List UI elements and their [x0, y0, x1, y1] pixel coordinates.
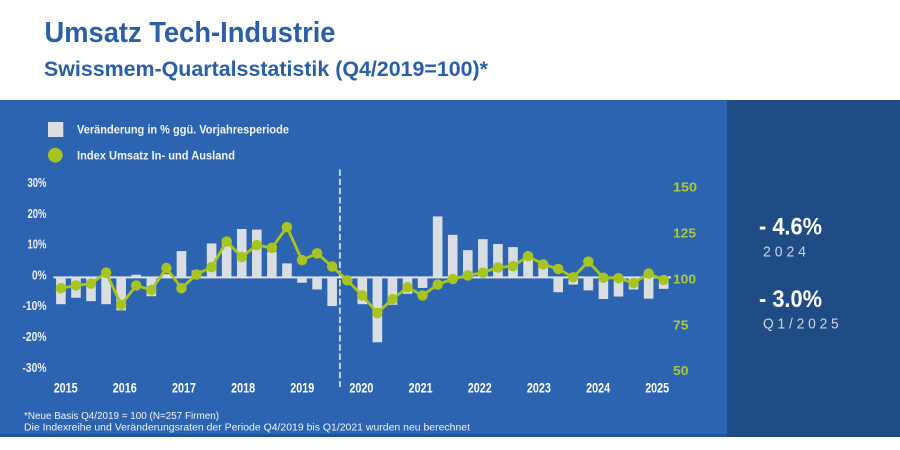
- svg-text:2021: 2021: [409, 381, 433, 396]
- svg-text:75: 75: [673, 318, 689, 332]
- svg-text:2015: 2015: [54, 381, 78, 396]
- svg-text:Die Indexreihe und Veränderung: Die Indexreihe und Veränderungsraten der…: [24, 423, 470, 434]
- svg-text:2017: 2017: [172, 381, 196, 396]
- svg-text:Swissmem-Quartalsstatistik (Q4: Swissmem-Quartalsstatistik (Q4/2019=100)…: [44, 58, 489, 81]
- svg-text:125: 125: [673, 227, 696, 241]
- svg-text:-20%: -20%: [23, 330, 47, 344]
- svg-text:150: 150: [673, 181, 697, 195]
- svg-text:2024: 2024: [586, 381, 610, 396]
- svg-text:2016: 2016: [113, 381, 137, 396]
- svg-text:2022: 2022: [468, 381, 492, 396]
- svg-text:2020: 2020: [349, 381, 373, 396]
- svg-text:Q 1 / 2 0 2 5: Q 1 / 2 0 2 5: [763, 317, 839, 333]
- svg-text:2 0 2 4: 2 0 2 4: [763, 244, 806, 260]
- svg-text:20%: 20%: [28, 207, 47, 221]
- svg-text:2023: 2023: [527, 381, 551, 396]
- svg-text:0%: 0%: [32, 268, 47, 282]
- svg-text:*Neue Basis Q4/2019 = 100 (N=2: *Neue Basis Q4/2019 = 100 (N=257 Firmen): [24, 411, 219, 422]
- svg-text:- 4.6%: - 4.6%: [759, 214, 822, 241]
- svg-text:50: 50: [673, 364, 689, 378]
- svg-text:30%: 30%: [28, 176, 47, 190]
- svg-text:2019: 2019: [290, 381, 314, 396]
- svg-text:2025: 2025: [645, 381, 669, 396]
- svg-text:-10%: -10%: [23, 299, 47, 313]
- svg-text:Veränderung in % ggü. Vorjahre: Veränderung in % ggü. Vorjahresperiode: [77, 123, 290, 136]
- svg-text:10%: 10%: [28, 238, 47, 252]
- svg-text:Index Umsatz In- und Ausland: Index Umsatz In- und Ausland: [77, 149, 235, 162]
- svg-text:- 3.0%: - 3.0%: [759, 286, 822, 313]
- svg-text:100: 100: [673, 272, 696, 286]
- svg-text:2018: 2018: [231, 381, 255, 396]
- svg-text:Umsatz Tech-Industrie: Umsatz Tech-Industrie: [45, 17, 336, 49]
- svg-text:-30%: -30%: [23, 361, 47, 375]
